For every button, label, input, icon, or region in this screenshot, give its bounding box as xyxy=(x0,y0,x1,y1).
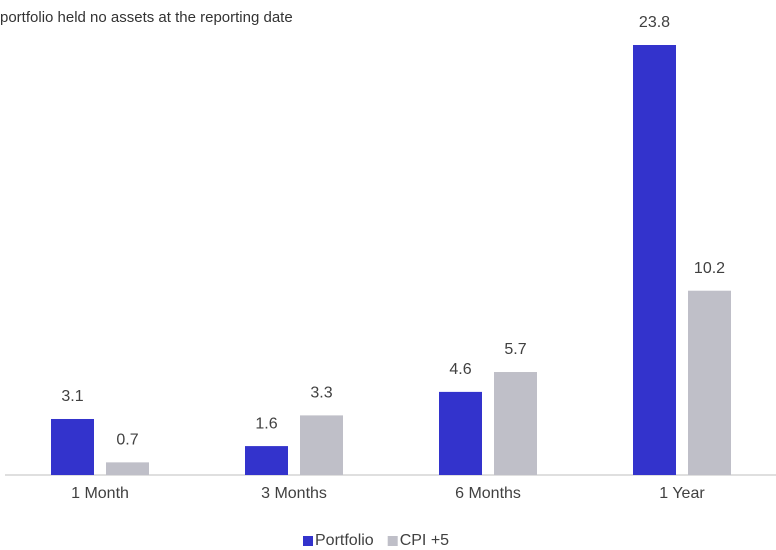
legend-label: Portfolio xyxy=(315,532,374,549)
legend-label: CPI +5 xyxy=(400,532,449,549)
chart-subtitle: portfolio held no assets at the reportin… xyxy=(0,9,293,26)
x-tick-label: 1 Year xyxy=(659,485,705,502)
bar xyxy=(439,391,482,475)
x-tick-label: 6 Months xyxy=(455,485,521,502)
bar xyxy=(633,45,676,475)
bar xyxy=(300,415,343,475)
bar xyxy=(494,372,537,475)
bar xyxy=(688,290,731,475)
legend-swatch xyxy=(387,536,398,546)
value-label: 1.6 xyxy=(255,415,277,432)
value-label: 23.8 xyxy=(639,14,670,31)
value-label: 3.3 xyxy=(310,385,332,402)
bar xyxy=(51,418,94,475)
legend-swatch xyxy=(303,536,313,546)
value-label: 4.6 xyxy=(449,361,471,378)
x-tick-label: 3 Months xyxy=(261,485,327,502)
bar xyxy=(245,446,288,475)
x-tick-label: 1 Month xyxy=(71,485,129,502)
value-label: 10.2 xyxy=(694,260,725,277)
value-label: 5.7 xyxy=(504,341,526,358)
bar xyxy=(106,462,149,475)
value-label: 3.1 xyxy=(61,388,83,405)
value-label: 0.7 xyxy=(116,432,138,449)
